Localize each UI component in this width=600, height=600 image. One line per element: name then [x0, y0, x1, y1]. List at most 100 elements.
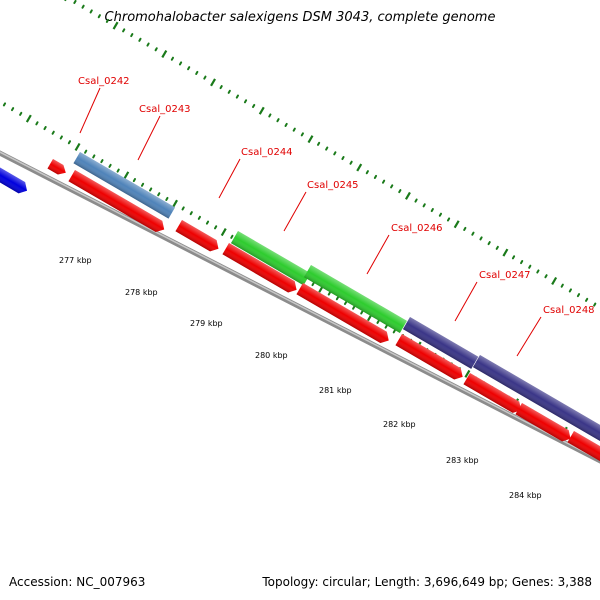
minor-tick	[2, 102, 7, 107]
minor-tick	[360, 310, 364, 315]
minor-tick	[157, 192, 161, 197]
minor-tick	[51, 130, 55, 135]
cog-feature-green	[230, 231, 311, 286]
minor-tick	[243, 99, 248, 104]
major-tick	[161, 49, 168, 59]
cog-feature-purple-shade	[402, 317, 479, 369]
minor-tick	[252, 103, 256, 109]
cog-feature-purple	[472, 355, 600, 443]
minor-tick	[352, 305, 356, 310]
cds-arrow-shade	[515, 403, 571, 442]
minor-tick	[116, 168, 120, 173]
minor-tick	[230, 234, 234, 239]
cds-arrow-shade	[395, 334, 463, 380]
major-tick	[464, 369, 471, 378]
minor-tick	[268, 113, 272, 118]
feature-track	[0, 152, 600, 462]
gene-label-7: Csal_0248	[543, 305, 595, 316]
gene-label-6: Csal_0247	[479, 270, 531, 281]
minor-tick	[446, 217, 451, 222]
backbone-line	[0, 150, 600, 464]
minor-tick	[122, 28, 126, 33]
minor-tick	[585, 297, 589, 302]
kbp-label: 278 kbp	[125, 288, 158, 297]
minor-tick	[365, 170, 369, 175]
gene-label-1: Csal_0242	[78, 76, 130, 87]
minor-tick	[373, 174, 378, 179]
minor-tick	[235, 94, 239, 99]
accession-text: Accession: NC_007963	[9, 575, 146, 589]
minor-tick	[392, 329, 396, 334]
minor-tick	[593, 302, 597, 307]
minor-tick	[138, 37, 142, 42]
minor-tick	[105, 18, 110, 23]
minor-tick	[317, 141, 321, 146]
minor-tick	[384, 324, 388, 329]
minor-tick	[414, 198, 418, 203]
cds-arrow	[68, 170, 165, 233]
minor-tick	[195, 70, 199, 75]
kbp-label: 277 kbp	[59, 256, 92, 265]
minor-tick	[108, 163, 112, 168]
backbone-highlight	[0, 151, 600, 461]
minor-tick	[398, 189, 402, 194]
minor-tick	[349, 160, 353, 165]
cds-arrow	[47, 159, 66, 175]
minor-tick	[463, 226, 467, 231]
leader-line	[454, 281, 478, 322]
cds-arrow	[515, 403, 571, 442]
cds-arrow	[296, 283, 389, 344]
minor-tick	[149, 187, 153, 192]
cog-feature-green-shade	[303, 265, 407, 333]
cds-arrow	[395, 334, 463, 380]
minor-tick	[536, 269, 540, 274]
major-tick	[25, 114, 32, 123]
minor-tick	[376, 319, 380, 324]
major-tick	[74, 142, 81, 151]
kbp-labels: 277 kbp 278 kbp 279 kbp 280 kbp 281 kbp 282 k…	[59, 256, 542, 500]
major-tick	[258, 106, 265, 115]
minor-tick	[325, 146, 329, 151]
minor-tick	[333, 151, 337, 156]
outer-tick-ring	[63, 0, 600, 313]
minor-tick	[19, 111, 23, 116]
minor-tick	[390, 184, 394, 189]
minor-tick	[528, 264, 532, 269]
kbp-label: 282 kbp	[383, 420, 416, 429]
minor-tick	[568, 288, 572, 293]
gene-label-5: Csal_0246	[391, 223, 443, 234]
cds-arrow	[463, 373, 522, 413]
minor-tick	[430, 207, 434, 213]
genome-backbone	[0, 150, 600, 464]
cds-arrow	[567, 431, 600, 462]
minor-tick	[495, 245, 499, 250]
leader-line	[366, 234, 390, 275]
leader-line	[79, 87, 101, 134]
cog-feature-purple	[402, 317, 479, 369]
cds-arrow-shade	[296, 283, 389, 344]
major-tick	[172, 199, 178, 208]
minor-tick	[487, 241, 491, 246]
minor-tick	[181, 206, 185, 211]
minor-tick	[227, 89, 231, 94]
minor-tick	[170, 56, 175, 61]
minor-tick	[10, 107, 15, 112]
map-title: Chromohalobacter salexigens DSM 3043, co…	[104, 10, 496, 25]
minor-tick	[197, 215, 201, 220]
cds-arrow	[222, 243, 297, 293]
minor-tick	[130, 33, 134, 38]
minor-tick	[59, 135, 63, 140]
minor-tick	[422, 203, 426, 208]
minor-tick	[35, 121, 39, 126]
major-tick	[123, 171, 130, 180]
cog-feature-purple-shade	[472, 355, 600, 443]
major-tick	[63, 0, 67, 2]
cog-feature-steel-shade	[73, 152, 176, 219]
minor-tick	[544, 274, 548, 279]
kbp-label: 279 kbp	[190, 319, 223, 328]
minor-tick	[335, 296, 340, 301]
minor-tick	[520, 260, 524, 265]
genome-summary: Topology: circular; Length: 3,696,649 bp…	[262, 575, 592, 589]
cog-feature-blue	[0, 164, 28, 194]
